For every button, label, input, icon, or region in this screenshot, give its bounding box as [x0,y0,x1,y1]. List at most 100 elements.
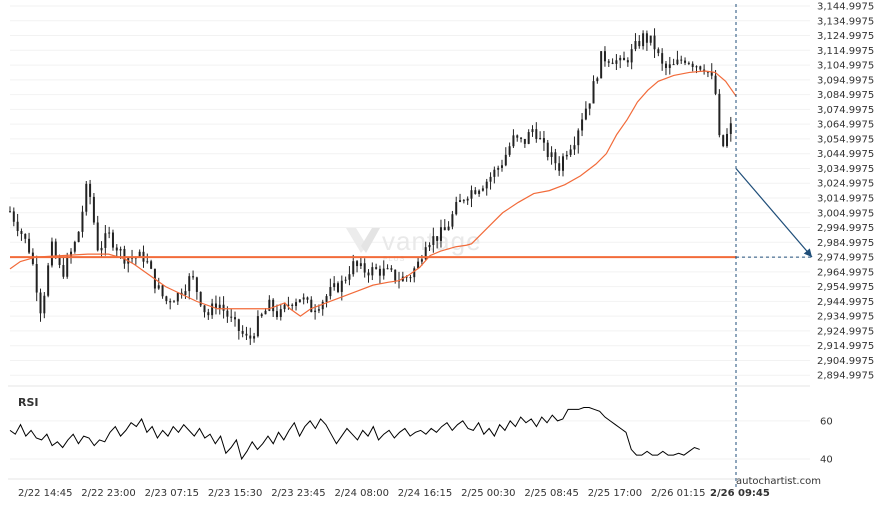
candle-body [176,292,179,302]
candle-body [478,190,481,194]
candle-body [306,297,309,300]
candle-body [497,167,500,170]
candle-body [268,299,271,311]
candle-body [657,49,660,54]
candle-body [394,269,397,281]
candle-body [378,268,381,276]
candle-body [714,75,717,94]
candle-body [310,299,313,313]
candle-body [131,257,134,259]
candle-body [9,211,11,213]
candle-body [584,108,587,120]
candle-body [726,133,729,147]
candle-body [146,261,149,263]
candle-body [493,169,496,177]
candle-body [722,135,725,147]
candle-body [115,247,118,251]
candle-body [405,276,408,278]
candle-body [630,49,633,63]
time-tick-label: 2/23 23:45 [271,488,325,499]
candle-body [81,211,84,232]
time-tick-label: 2/23 15:30 [208,488,262,499]
time-tick-label: 2/25 00:30 [461,488,515,499]
candle-body [706,71,709,73]
candle-body [718,93,721,136]
time-tick-label: 2/26 01:15 [651,488,705,499]
candle-body [649,35,652,43]
rsi-tick-label: 60 [820,416,833,427]
price-tick-label: 3,144.9975 [817,2,874,13]
source-label: autochartist.com [736,476,821,487]
candle-body [188,276,191,292]
candle-body [321,301,324,310]
candle-body [710,71,713,76]
candle-body [165,296,168,302]
candle-body [512,135,515,147]
candle-body [367,272,370,276]
candle-body [54,241,57,258]
price-tick-label: 3,134.9975 [817,16,874,27]
candle-body [668,64,671,68]
time-tick-label: 2/24 08:00 [335,488,389,499]
candle-body [169,301,172,303]
candle-body [302,297,305,300]
candle-body [645,33,648,43]
candle-body [214,303,217,309]
candle-body [96,222,99,251]
candle-body [77,231,80,242]
time-tick-label: 2/22 23:00 [81,488,135,499]
candle-body [588,103,591,109]
forecast-arrow-head [803,248,812,258]
price-tick-label: 2,904.9975 [817,356,874,367]
candle-body [554,152,557,164]
candle-body [50,241,53,266]
price-tick-label: 3,014.9975 [817,194,874,205]
candle-body [211,303,214,316]
candle-body [672,64,675,66]
candle-body [352,261,355,275]
candle-body [70,251,73,257]
price-tick-label: 3,034.9975 [817,164,874,175]
candle-body [592,81,595,104]
candle-body [203,305,206,313]
candle-body [691,63,694,67]
price-tick-label: 3,004.9975 [817,208,874,219]
candle-body [199,291,202,306]
price-tick-label: 2,914.9975 [817,341,874,352]
rsi-title: RSI [18,396,39,409]
candle-body [577,130,580,146]
candle-body [386,268,389,270]
price-tick-label: 3,024.9975 [817,179,874,190]
candle-body [417,261,420,269]
price-tick-label: 3,124.9975 [817,31,874,42]
candle-body [172,301,175,303]
candle-body [390,268,393,270]
candle-body [520,137,523,139]
candle-body [58,257,61,266]
candle-body [371,267,374,276]
price-tick-label: 3,094.9975 [817,75,874,86]
candle-body [275,311,278,318]
time-tick-label: 2/23 07:15 [145,488,199,499]
candle-body [424,247,427,260]
candle-body [184,291,187,295]
candle-body [264,310,267,315]
candle-body [642,33,645,47]
candle-body [474,190,477,194]
price-tick-label: 3,074.9975 [817,105,874,116]
rsi-grid-lines [10,420,810,460]
time-tick-label: 2/24 16:15 [398,488,452,499]
rsi-tick-label: 40 [820,454,833,465]
price-tick-label: 2,894.9975 [817,371,874,382]
candle-body [317,309,320,311]
candle-body [295,302,298,306]
candle-body [459,200,462,203]
time-tick-label: 2/25 08:45 [524,488,578,499]
candle-body [504,154,507,166]
forecast-arrow-line [735,168,813,258]
candle-body [333,283,336,288]
candle-body [230,316,233,318]
candle-body [234,317,237,320]
candle-body [634,41,637,50]
